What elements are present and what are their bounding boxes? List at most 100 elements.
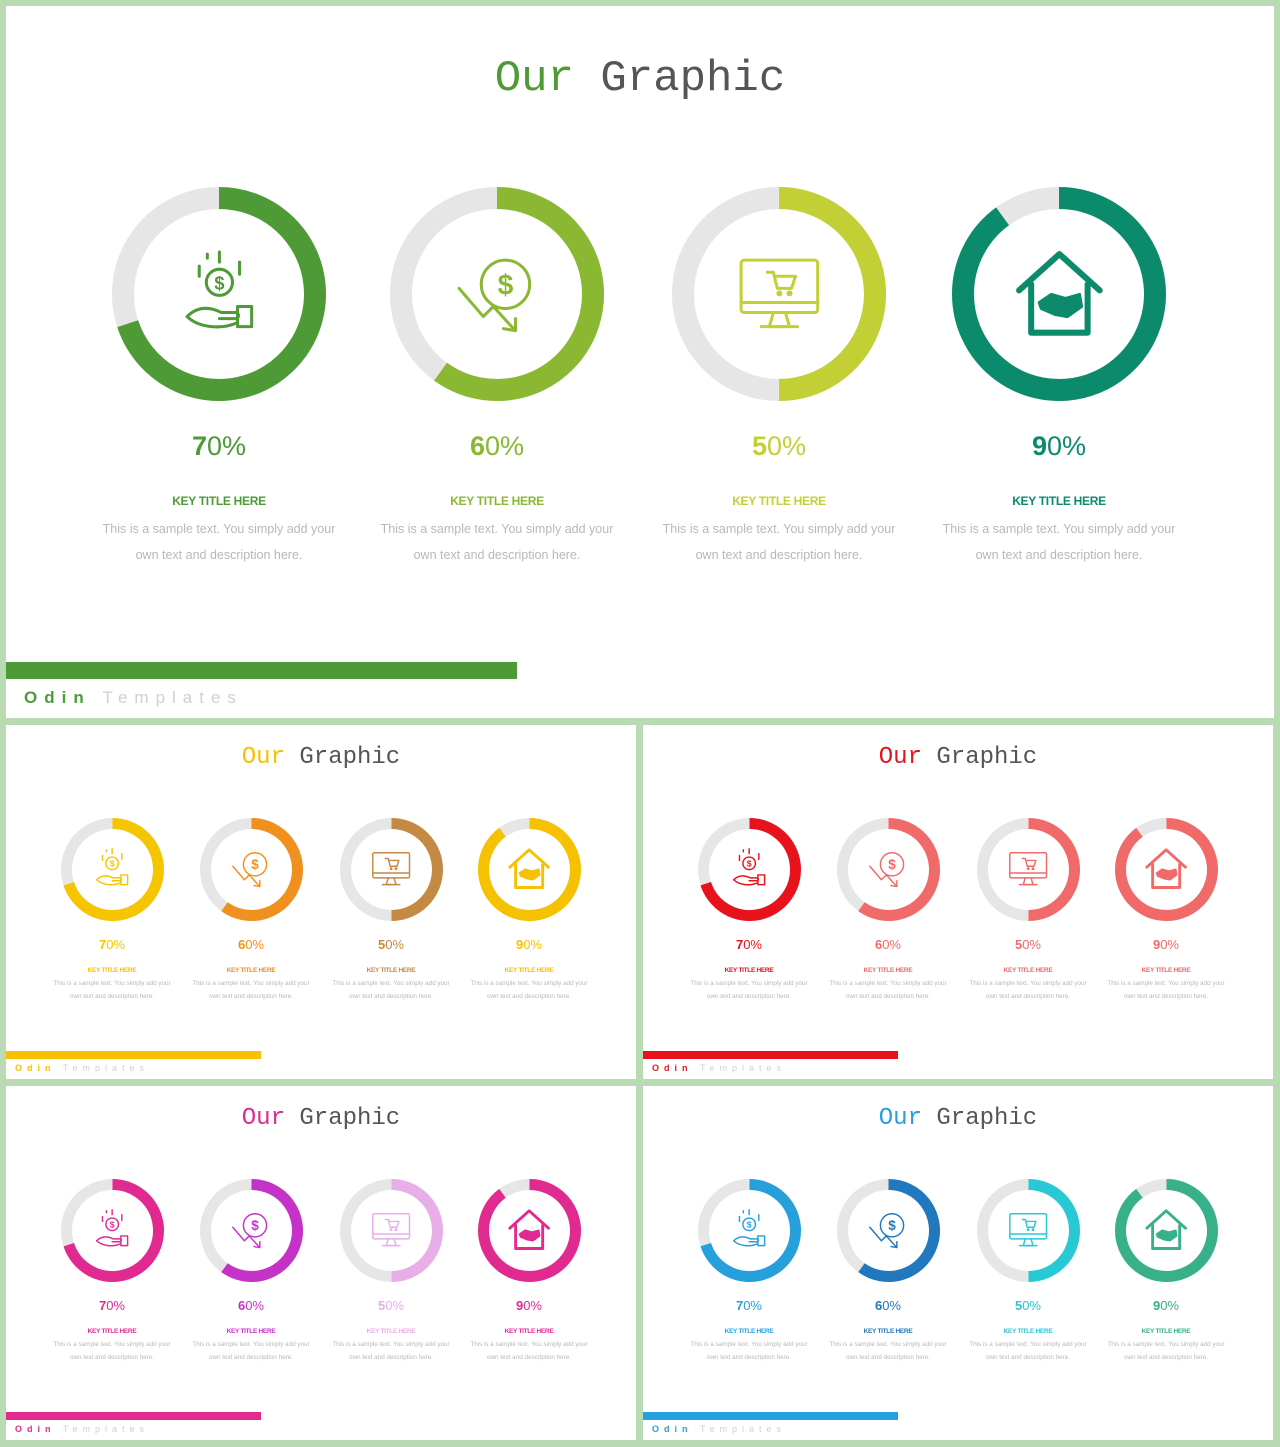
donut-progress-arc	[778, 187, 886, 401]
item-description: This is a sample text. You simply add yo…	[950, 1339, 1107, 1364]
svg-text:$: $	[251, 1218, 259, 1233]
brand-first-word: Odin	[652, 1063, 693, 1073]
percent-value: 70%	[44, 937, 181, 952]
percent-tail: 0%	[385, 937, 404, 952]
description-line-1: This is a sample text. You simply add yo…	[662, 522, 896, 536]
key-title: KEY TITLE HERE	[226, 1328, 276, 1335]
percent-value: 70%	[681, 937, 818, 952]
description-line-1: This is a sample text. You simply add yo…	[942, 522, 1176, 536]
donut-progress-arc	[390, 1178, 443, 1282]
description-line-2: own text and description here.	[208, 1353, 293, 1361]
description-line-2: own text and description here.	[706, 1353, 791, 1361]
description-line-1: This is a sample text. You simply add yo…	[470, 980, 588, 987]
percent-lead-digit: 9	[1152, 1298, 1161, 1313]
donut-progress-arc	[857, 1178, 940, 1282]
svg-text:$: $	[110, 859, 115, 869]
svg-text:$: $	[747, 859, 752, 869]
monitor-cart-icon	[1004, 845, 1052, 893]
item-description: This is a sample text. You simply add yo…	[1088, 978, 1245, 1003]
footer-accent-bar	[6, 662, 517, 679]
percent-value: 50%	[960, 937, 1097, 952]
donut-chart	[696, 816, 803, 923]
donut-progress-arc	[477, 1178, 581, 1282]
slide-red[interactable]: Our Graphic $70% KEY TITLE HERE This is a s…	[643, 725, 1273, 1079]
donut-chart	[670, 185, 888, 403]
donut-chart	[476, 816, 583, 923]
percent-tail: 0%	[206, 431, 247, 461]
percent-lead-digit: 5	[1014, 937, 1023, 952]
slide-yellow[interactable]: Our Graphic $70% KEY TITLE HERE This is a s…	[6, 725, 636, 1079]
title-rest-word: Graphic	[936, 744, 1038, 771]
footer-accent-bar	[6, 1051, 261, 1059]
slide-title: Our Graphic	[6, 1105, 636, 1132]
svg-text:$: $	[888, 1218, 896, 1233]
slide-blue[interactable]: Our Graphic $70% KEY TITLE HERE This is a s…	[643, 1086, 1273, 1440]
slide-green[interactable]: Our Graphic $70% KEY TITLE HERE This is a s…	[6, 6, 1274, 718]
hand-coins-icon: $	[725, 1206, 773, 1254]
title-rest-word: Graphic	[600, 54, 786, 104]
description-line-2: own text and description here.	[413, 548, 581, 562]
description-line-1: This is a sample text. You simply add yo…	[690, 1341, 808, 1348]
percent-tail: 0%	[1160, 1298, 1179, 1313]
percent-lead-digit: 6	[874, 937, 883, 952]
svg-text:$: $	[888, 857, 896, 872]
percent-lead-digit: 7	[98, 1298, 107, 1313]
percent-tail: 0%	[1160, 937, 1179, 952]
item-description: This is a sample text. You simply add yo…	[34, 978, 191, 1003]
title-accent-word: Our	[494, 54, 574, 104]
percent-lead-digit: 6	[469, 431, 485, 461]
brand-second-word: Templates	[700, 1424, 787, 1434]
donut-chart	[950, 185, 1168, 403]
brand-second-word: Templates	[63, 1424, 150, 1434]
house-handshake-icon	[1142, 845, 1190, 893]
donut-progress-arc	[857, 817, 940, 921]
donut-progress-arc	[117, 187, 326, 401]
donut-progress-arc	[477, 817, 581, 921]
donut-chart	[59, 1177, 166, 1284]
percent-value: 60%	[359, 431, 635, 462]
donut-progress-arc	[63, 1178, 164, 1282]
percent-tail: 0%	[882, 1298, 901, 1313]
donut-chart	[198, 816, 305, 923]
description-line-1: This is a sample text. You simply add yo…	[192, 1341, 310, 1348]
item-description: This is a sample text. You simply add yo…	[810, 1339, 967, 1364]
key-title: KEY TITLE HERE	[366, 967, 416, 974]
description-line-2: own text and description here.	[985, 992, 1070, 1000]
house-handshake-icon	[505, 1206, 553, 1254]
percent-tail: 0%	[106, 1298, 125, 1313]
svg-text:$: $	[214, 273, 224, 293]
donut-chart	[110, 185, 328, 403]
description-line-2: own text and description here.	[975, 548, 1143, 562]
key-title: KEY TITLE HERE	[366, 1328, 416, 1335]
donut-chart	[975, 1177, 1082, 1284]
donut-chart	[388, 185, 606, 403]
monitor-cart-icon	[729, 244, 830, 345]
title-accent-word: Our	[878, 1105, 922, 1132]
percent-lead-digit: 5	[377, 1298, 386, 1313]
brand-second-word: Templates	[63, 1063, 150, 1073]
percent-lead-digit: 9	[1152, 937, 1161, 952]
brand-first-word: Odin	[652, 1424, 693, 1434]
item-description: This is a sample text. You simply add yo…	[71, 516, 367, 568]
item-description: This is a sample text. You simply add yo…	[313, 978, 470, 1003]
key-title: KEY TITLE HERE	[1003, 967, 1053, 974]
percent-lead-digit: 5	[377, 937, 386, 952]
hand-coins-icon: $	[88, 1206, 136, 1254]
footer-accent-bar	[643, 1051, 898, 1059]
key-title: KEY TITLE HERE	[724, 1328, 774, 1335]
percent-tail: 0%	[1046, 431, 1087, 461]
item-description: This is a sample text. You simply add yo…	[1088, 1339, 1245, 1364]
percent-lead-digit: 6	[874, 1298, 883, 1313]
donut-progress-arc	[1114, 1178, 1218, 1282]
description-line-2: own text and description here.	[348, 992, 433, 1000]
slide-magenta[interactable]: Our Graphic $70% KEY TITLE HERE This is a s…	[6, 1086, 636, 1440]
percent-lead-digit: 6	[237, 1298, 246, 1313]
brand-logo-text: Odin Templates	[652, 1063, 786, 1073]
percent-value: 70%	[681, 1298, 818, 1313]
donut-chart	[1113, 1177, 1220, 1284]
footer-accent-bar	[643, 1412, 898, 1420]
percent-value: 50%	[641, 431, 917, 462]
title-rest-word: Graphic	[299, 1105, 401, 1132]
donut-chart	[338, 816, 445, 923]
description-line-1: This is a sample text. You simply add yo…	[53, 1341, 171, 1348]
